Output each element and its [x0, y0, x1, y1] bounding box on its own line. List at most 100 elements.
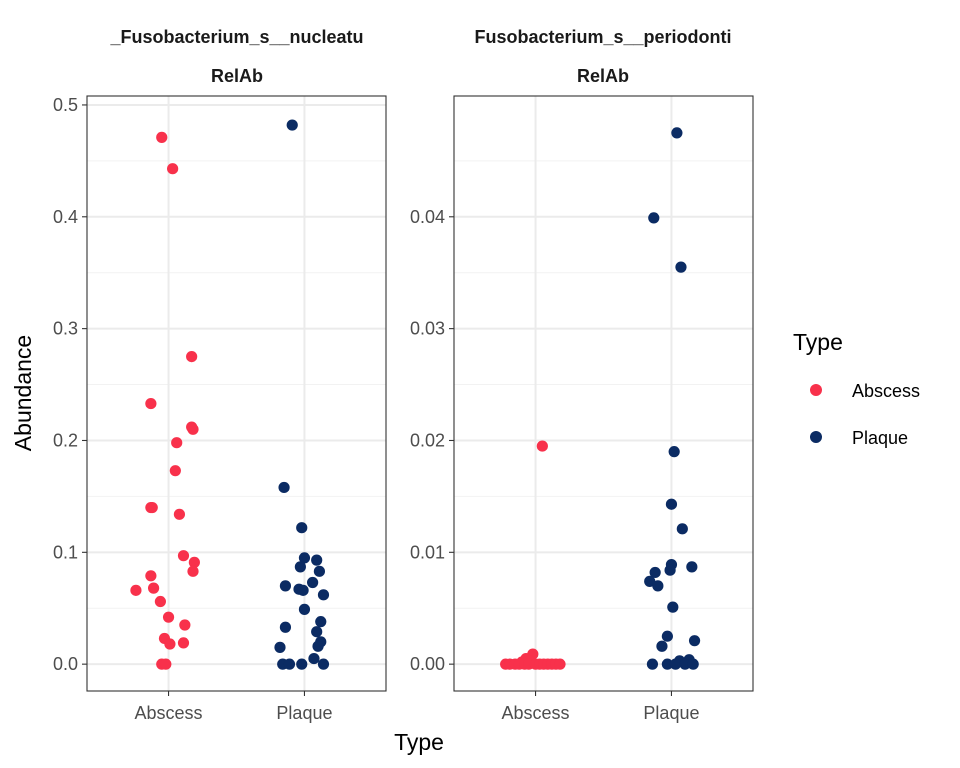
data-point-plaque: [665, 498, 678, 510]
facet-panels: _Fusobacterium_s__nucleatu RelAb 0.0 0.1 0.2…: [53, 27, 754, 723]
data-point-plaque: [688, 635, 701, 647]
facet-title: _Fusobacterium_s__nucleatu: [109, 27, 363, 47]
x-tick-label: Abscess: [135, 703, 203, 723]
data-point-plaque: [317, 589, 330, 601]
data-point-plaque: [671, 127, 683, 139]
legend-key-abscess: [810, 384, 822, 396]
data-point-plaque: [311, 626, 323, 638]
data-point-abscess: [146, 501, 158, 514]
panel-background: [87, 96, 386, 691]
data-point-plaque: [676, 523, 688, 535]
y-tick-label: 0.0: [53, 654, 78, 674]
panel-background: [454, 96, 753, 691]
data-point-abscess: [167, 163, 179, 175]
data-point-plaque: [279, 621, 292, 633]
data-point-plaque: [649, 566, 661, 579]
data-point-plaque: [686, 561, 698, 573]
y-tick-label: 0.2: [53, 430, 78, 450]
data-point-plaque: [298, 603, 311, 615]
data-point-abscess: [177, 637, 190, 649]
panel-border: [453, 95, 754, 692]
data-point-plaque: [308, 652, 320, 665]
data-point-plaque: [646, 658, 659, 670]
data-point-plaque: [679, 658, 691, 670]
panel-border: [86, 95, 387, 692]
facet-subtitle: RelAb: [577, 66, 629, 86]
x-tick-label: Plaque: [276, 703, 332, 723]
x-tick-label: Abscess: [502, 703, 570, 723]
data-point-plaque: [675, 261, 687, 273]
data-point-plaque: [667, 601, 679, 613]
data-point-abscess: [130, 584, 142, 596]
data-point-plaque: [315, 616, 327, 628]
data-point-abscess: [147, 582, 160, 594]
legend-label: Plaque: [852, 428, 908, 448]
y-tick-label: 0.03: [410, 319, 445, 339]
y-axis-title: Abundance: [10, 335, 36, 451]
data-point-abscess: [188, 556, 200, 568]
data-point-abscess: [171, 437, 183, 449]
data-point-plaque: [317, 658, 330, 670]
data-point-plaque: [307, 576, 319, 589]
data-point-plaque: [668, 446, 680, 458]
data-point-abscess: [160, 658, 172, 670]
y-tick-label: 0.01: [410, 542, 445, 562]
data-point-plaque: [278, 481, 290, 494]
data-point-plaque: [313, 565, 326, 577]
data-point-plaque: [644, 575, 656, 587]
data-point-abscess: [187, 423, 199, 435]
facet-title: Fusobacterium_s__periodonti: [474, 27, 731, 47]
data-point-abscess: [173, 508, 186, 520]
legend-title: Type: [793, 329, 843, 355]
data-point-abscess: [169, 465, 181, 477]
data-point-plaque: [311, 554, 323, 566]
y-tick-label: 0.5: [53, 95, 78, 115]
data-point-abscess: [162, 611, 175, 623]
x-axis-title: Type: [394, 729, 444, 755]
x-tick-label: Plaque: [643, 703, 699, 723]
legend: Type Abscess Plaque: [793, 329, 920, 448]
data-point-plaque: [294, 561, 306, 573]
y-tick-label: 0.02: [410, 430, 445, 450]
data-point-plaque: [286, 119, 298, 131]
data-point-plaque: [296, 522, 308, 534]
data-point-abscess: [536, 440, 548, 452]
y-tick-label: 0.1: [53, 542, 78, 562]
data-point-plaque: [656, 640, 668, 652]
facet-panel-2: Fusobacterium_s__periodonti RelAb 0.00 0.01…: [410, 27, 754, 723]
legend-entries: Abscess Plaque: [810, 381, 920, 448]
data-point-plaque: [648, 212, 660, 224]
data-point-plaque: [687, 658, 699, 670]
data-point-abscess: [179, 619, 191, 631]
y-tick-label: 0.3: [53, 319, 78, 339]
data-point-abscess: [177, 550, 190, 562]
y-tick-label: 0.00: [410, 654, 445, 674]
data-point-abscess: [554, 658, 566, 670]
data-point-plaque: [296, 658, 308, 670]
data-point-abscess: [164, 638, 176, 650]
data-point-plaque: [274, 641, 286, 653]
data-point-abscess: [156, 131, 168, 143]
data-point-plaque: [279, 580, 292, 592]
data-point-plaque: [661, 658, 673, 670]
data-point-abscess: [145, 570, 157, 582]
data-point-abscess: [154, 595, 166, 608]
data-point-plaque: [652, 580, 664, 592]
data-point-abscess: [145, 397, 157, 410]
data-point-plaque: [661, 630, 673, 642]
data-point-plaque: [664, 564, 676, 576]
data-point-abscess: [187, 565, 199, 577]
data-point-plaque: [312, 640, 324, 652]
data-point-plaque: [669, 658, 682, 670]
legend-key-plaque: [810, 431, 822, 443]
facet-subtitle: RelAb: [211, 66, 263, 86]
y-tick-label: 0.4: [53, 207, 78, 227]
data-point-plaque: [297, 584, 309, 596]
facet-panel-1: _Fusobacterium_s__nucleatu RelAb 0.0 0.1 0.2…: [53, 27, 387, 723]
data-point-plaque: [298, 552, 311, 564]
data-point-abscess: [186, 350, 198, 363]
data-point-plaque: [283, 658, 296, 670]
legend-label: Abscess: [852, 381, 920, 401]
y-tick-label: 0.04: [410, 207, 445, 227]
